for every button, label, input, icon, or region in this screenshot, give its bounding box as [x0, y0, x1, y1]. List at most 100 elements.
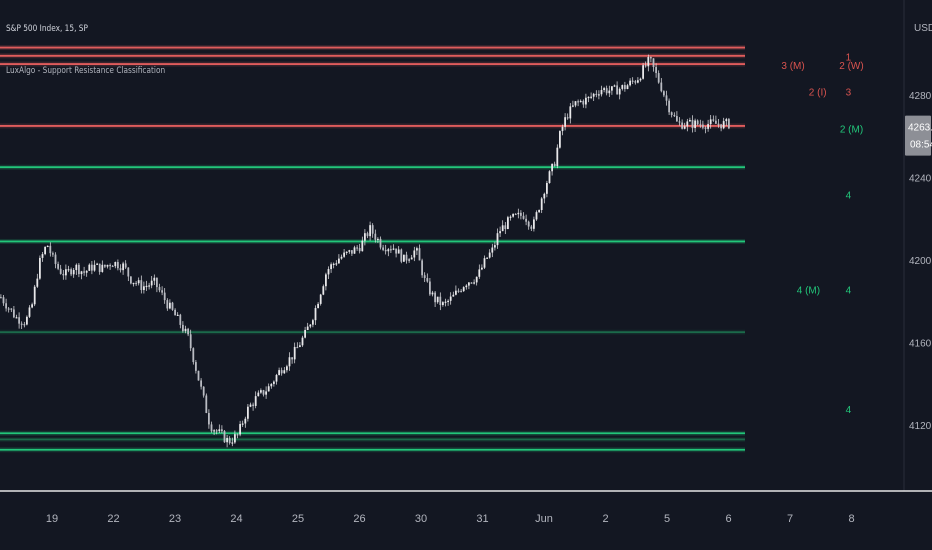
candle-body: [478, 269, 481, 277]
candle-body: [652, 58, 655, 68]
candle-body: [598, 94, 600, 96]
time-tick-label: 25: [292, 513, 304, 525]
candle-body: [179, 314, 182, 325]
candle-body: [93, 264, 96, 271]
candle-body: [431, 292, 434, 295]
candle-body: [551, 163, 553, 172]
candle-body: [247, 406, 249, 419]
candle-body: [169, 302, 171, 309]
candle-body: [696, 120, 699, 125]
candle-body: [631, 80, 634, 82]
candle-body: [49, 245, 52, 254]
candle-body: [249, 404, 252, 407]
candle-body: [522, 215, 525, 219]
candle-body: [306, 326, 309, 330]
symbol-legend[interactable]: S&P 500 Index, 15, SP: [6, 24, 88, 34]
candle-body: [520, 212, 522, 216]
candle-body: [231, 442, 234, 444]
candle-body: [626, 85, 629, 89]
candle-body: [189, 334, 192, 349]
candle-body: [208, 412, 210, 425]
candle-body: [335, 263, 338, 265]
candle-body: [637, 80, 639, 83]
time-axis[interactable]: 19 22 23 24 25 26 30 31 Jun 2 5 6 7 8: [0, 490, 932, 525]
time-tick-label: 23: [169, 513, 181, 525]
candle-body: [15, 317, 18, 319]
candle-body: [171, 302, 174, 310]
time-tick-label: Jun: [535, 513, 553, 525]
indicator-legend[interactable]: LuxAlgo - Support Resistance Classificat…: [6, 66, 166, 76]
candle-body: [174, 309, 176, 316]
candle-body: [52, 253, 54, 255]
candle-body: [202, 386, 205, 396]
candle-body: [403, 254, 405, 262]
candle-body: [293, 346, 296, 360]
candle-body: [634, 81, 637, 83]
candle-body: [553, 163, 556, 167]
candle-body: [340, 256, 343, 259]
candle-body: [286, 366, 288, 371]
candle-body: [486, 257, 488, 259]
price-axis[interactable]: USD 4280.00 4240.00 4200.00 4160.00 4120.00: [903, 0, 932, 491]
candle-body: [442, 302, 444, 306]
candle-body: [0, 297, 2, 299]
candle-body: [709, 119, 712, 125]
candle-body: [41, 254, 44, 258]
candle-body: [244, 418, 247, 424]
candle-body: [527, 221, 530, 227]
candle-body: [717, 123, 720, 125]
candle-body: [117, 262, 119, 269]
candle-body: [592, 93, 595, 97]
candle-body: [98, 263, 101, 272]
candle-body: [390, 249, 392, 251]
candle-body: [106, 264, 109, 267]
candle-body: [314, 308, 317, 321]
candle-body: [39, 257, 41, 279]
candle-body: [470, 282, 473, 284]
candle-body: [387, 249, 390, 252]
candle-body: [587, 96, 590, 99]
candle-body: [187, 328, 189, 335]
candle-body: [436, 296, 439, 303]
candle-body: [88, 264, 91, 271]
candle-body: [605, 88, 608, 94]
candle-body: [325, 274, 327, 287]
time-tick-label: 24: [230, 513, 242, 525]
candle-body: [644, 65, 647, 67]
price-tick-label: 4240.00: [909, 174, 932, 185]
candle-body: [96, 263, 98, 265]
candle-body: [369, 225, 371, 237]
candle-body: [345, 251, 348, 253]
candle-body: [621, 85, 624, 89]
candle-body: [319, 294, 322, 304]
candle-body: [374, 233, 377, 240]
candle-body: [535, 212, 538, 220]
time-tick-label: 2: [602, 513, 608, 525]
candle-body: [512, 213, 514, 217]
candle-body: [283, 370, 286, 374]
candle-body: [543, 193, 546, 199]
candle-body: [254, 396, 257, 406]
candle-body: [408, 259, 410, 261]
candle-body: [629, 80, 631, 86]
candle-body: [655, 67, 657, 74]
candle-body: [364, 233, 366, 241]
candle-body: [239, 424, 241, 435]
candle-body: [686, 121, 689, 127]
candle-body: [296, 346, 299, 349]
candle-body: [494, 245, 496, 248]
candle-body: [327, 269, 330, 275]
candle-body: [691, 119, 694, 128]
candle-body: [595, 93, 598, 96]
candle-body: [23, 324, 26, 326]
candle-body: [137, 280, 140, 284]
candle-body: [577, 101, 579, 103]
candle-body: [31, 304, 33, 308]
candle-body: [158, 287, 161, 291]
candle-body: [452, 294, 455, 297]
candle-body: [150, 280, 153, 286]
candle-body: [377, 238, 379, 241]
candle-body: [195, 362, 197, 371]
time-tick-label: 26: [353, 513, 365, 525]
